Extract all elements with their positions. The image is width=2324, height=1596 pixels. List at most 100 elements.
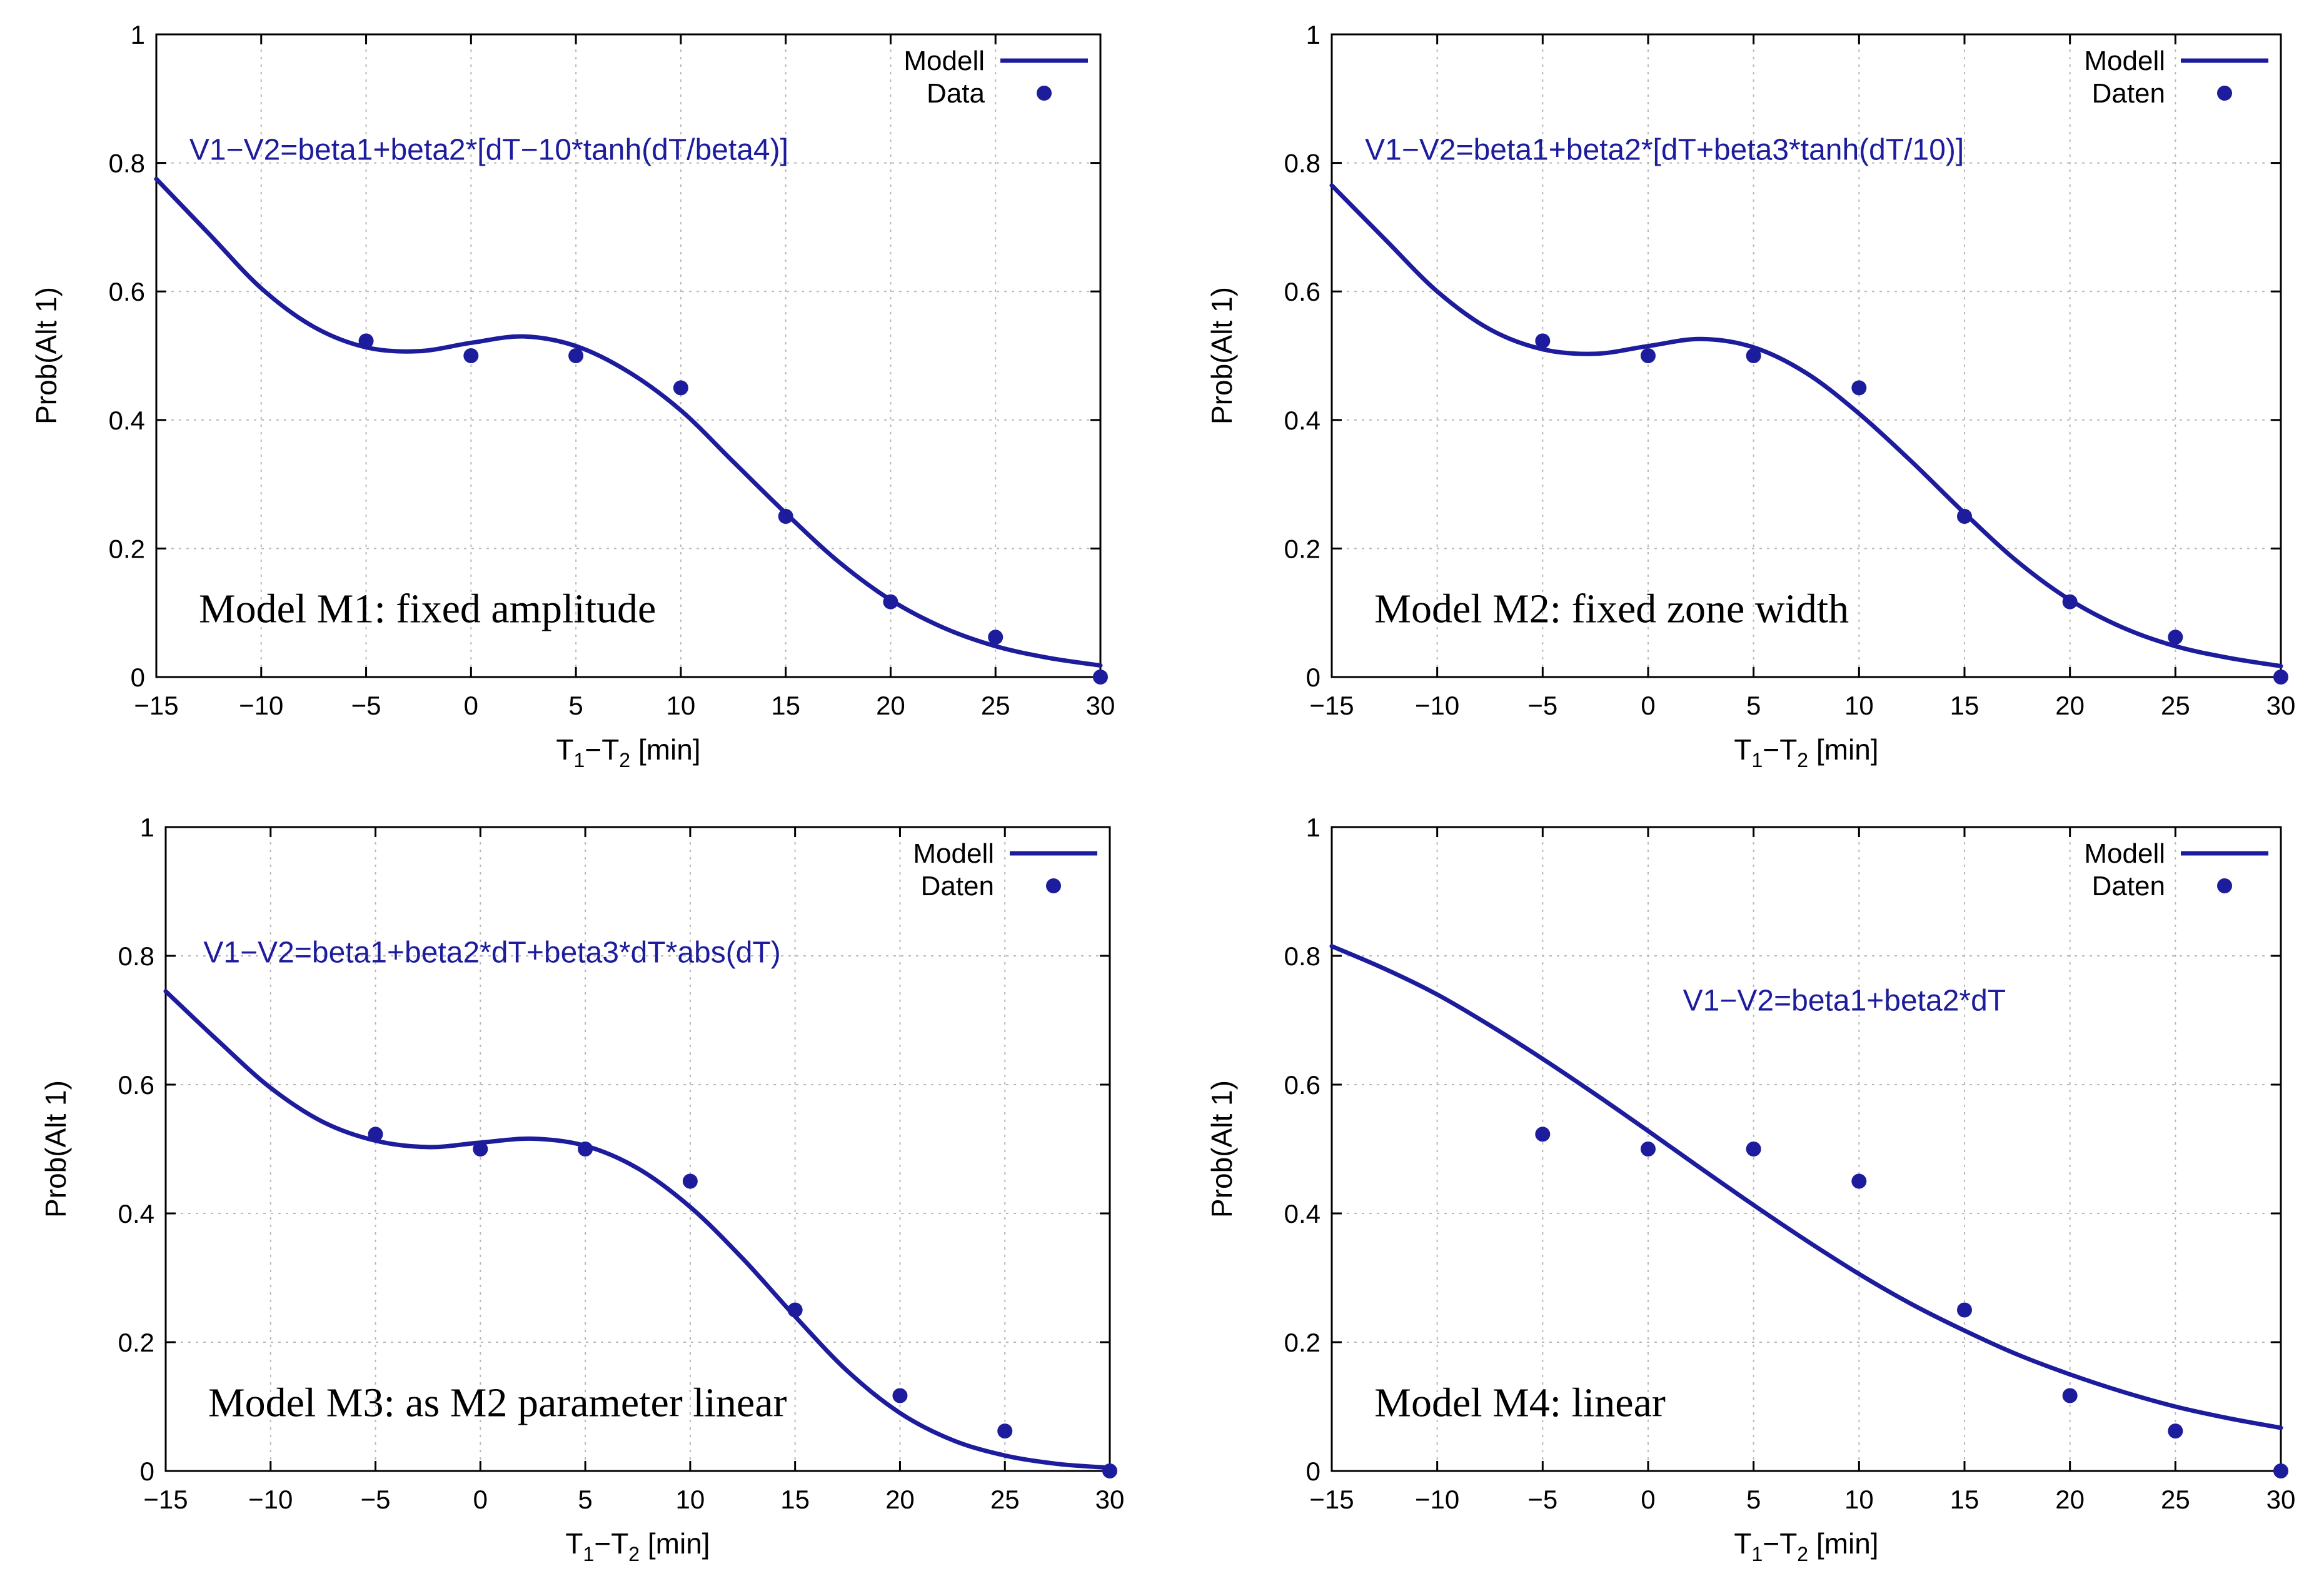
data-point [1746,1142,1761,1157]
x-tick-label: 15 [1950,691,1979,720]
legend-swatch-point [1037,86,1052,101]
legend-swatch-point [2217,878,2232,893]
x-axis-label-dash: −T [594,1527,628,1560]
data-point [1641,348,1656,363]
x-tick-label: −15 [134,691,178,720]
legend-label-line: Modell [903,46,985,76]
x-axis-label-main: T [565,1527,583,1560]
x-tick-label: 0 [1641,691,1655,720]
legend-label-points: Daten [2092,78,2165,109]
y-tick-label: 0.6 [1284,277,1320,306]
x-axis-label: T1−T2 [min] [565,1527,710,1565]
x-tick-label: 30 [2266,1485,2296,1514]
x-tick-label: −10 [248,1485,293,1514]
y-tick-label: 0.4 [1284,406,1320,435]
y-axis-label: Prob(Alt 1) [1205,1080,1238,1218]
legend-label-line: Modell [2084,838,2165,869]
data-point [2062,594,2078,610]
data-point [883,594,898,610]
data-point [997,1423,1013,1439]
legend-label-points: Daten [2092,871,2165,901]
x-tick-label: −10 [239,691,283,720]
y-tick-label: 0 [1306,1457,1320,1486]
plot-frame [164,826,1111,1472]
x-axis-label-sub2: 2 [1797,749,1808,771]
y-tick-label: 0.8 [109,149,145,178]
x-axis-label-sub1: 1 [1752,1543,1763,1565]
x-tick-label: −10 [1415,691,1459,720]
formula-annotation: V1−V2=beta1+beta2*[dT+beta3*tanh(dT/10)] [1365,133,1964,166]
x-axis-label-sub1: 1 [574,749,585,771]
x-tick-label: 20 [876,691,905,720]
x-axis-label-unit: [min] [1808,1527,1878,1560]
data-point [1851,1173,1867,1189]
data-point [787,1302,803,1318]
data-point [1746,348,1761,363]
x-tick-label: 30 [2266,691,2296,720]
x-tick-label: 20 [885,1485,915,1514]
formula-annotation: V1−V2=beta1+beta2*dT [1683,985,2006,1018]
x-tick-label: 0 [1641,1485,1655,1514]
y-axis-label: Prob(Alt 1) [39,1080,72,1218]
x-tick-label: 10 [676,1485,705,1514]
x-axis-label-sub1: 1 [583,1543,595,1565]
plot-frame [1331,33,2282,678]
data-point [1957,1302,1972,1318]
data-point [463,348,479,363]
data-point [1535,333,1551,349]
x-tick-label: 15 [771,691,800,720]
y-tick-label: 0.4 [1284,1199,1320,1228]
data-point [778,509,793,524]
plot-frame [1331,826,2282,1472]
x-axis-label-main: T [1734,1527,1751,1560]
x-tick-label: −5 [1527,691,1557,720]
y-tick-label: 0.2 [1284,534,1320,563]
legend-swatch-point [1046,878,1061,893]
model-label: Model M1: fixed amplitude [199,586,656,632]
x-tick-label: 25 [981,691,1010,720]
data-point [578,1142,593,1157]
y-tick-label: 0.2 [1284,1328,1320,1357]
x-axis-label-unit: [min] [640,1527,710,1560]
model-label: Model M4: linear [1374,1380,1666,1425]
x-tick-label: 5 [1746,1485,1761,1514]
legend-label-line: Modell [913,838,994,869]
x-tick-label: 30 [1086,691,1115,720]
legend-label-points: Daten [921,871,994,901]
y-tick-label: 0.2 [109,534,145,563]
model-label: Model M3: as M2 parameter linear [208,1380,787,1425]
x-tick-label: −15 [1309,691,1354,720]
x-tick-label: 15 [1950,1485,1979,1514]
series-line-modell [154,176,1103,668]
x-tick-label: 15 [780,1485,810,1514]
y-tick-label: 0.2 [118,1328,154,1357]
x-tick-label: −5 [1527,1485,1557,1514]
data-point [2168,1423,2183,1439]
x-tick-label: 5 [578,1485,592,1514]
x-tick-label: −15 [143,1485,188,1514]
data-point [358,333,374,349]
x-tick-label: 25 [2161,691,2190,720]
y-tick-label: 0.8 [118,941,154,971]
x-tick-label: 10 [1844,691,1874,720]
legend-label-line: Modell [2084,46,2165,76]
x-tick-label: 10 [1844,1485,1874,1514]
legend-swatch-point [2217,86,2232,101]
series-line-modell [163,989,1112,1470]
series-line-modell [1329,183,2283,669]
x-axis-label-main: T [1734,733,1751,766]
x-axis-label-sub2: 2 [619,749,630,771]
y-axis-label: Prob(Alt 1) [1205,287,1238,424]
data-point [892,1388,908,1403]
chart-panel-3: −15 −10 −5 0 5 10 15 20 25 3000.20.40.60.81T1−T2 … [39,813,1124,1565]
x-axis-label: T1−T2 [min] [556,733,700,771]
formula-annotation: V1−V2=beta1+beta2*dT+beta3*dT*abs(dT) [203,936,780,969]
x-tick-label: 0 [464,691,478,720]
y-tick-label: 0 [1306,663,1320,692]
data-point [2168,630,2183,645]
y-axis-label: Prob(Alt 1) [30,287,63,424]
y-tick-label: 0.6 [118,1070,154,1100]
x-axis-label-main: T [556,733,573,766]
data-point [2273,670,2288,685]
data-point [682,1173,698,1189]
